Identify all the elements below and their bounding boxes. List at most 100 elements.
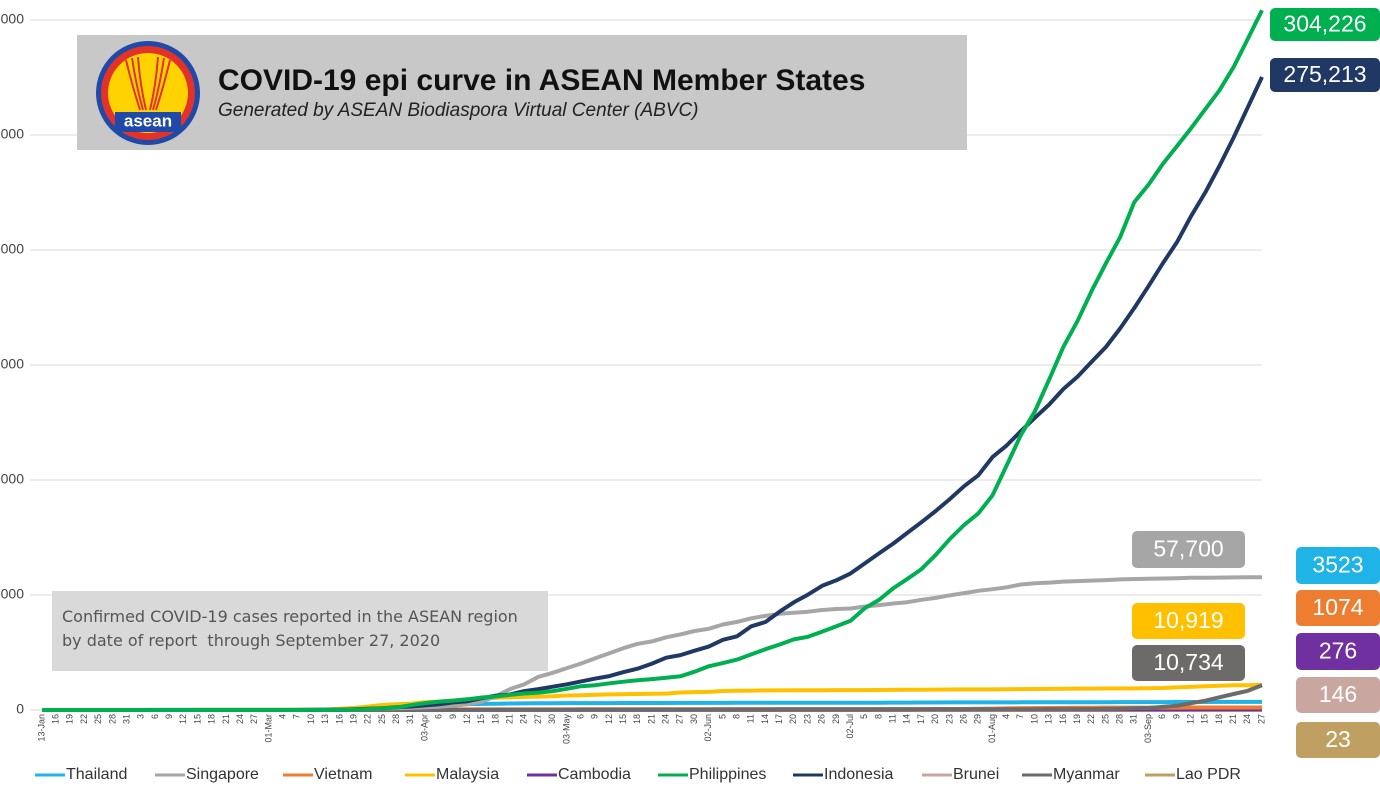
end-labels: 352357,700107410,919276304,226275,213146… [1132, 8, 1380, 758]
y-tick-label: 100000 [0, 471, 24, 487]
x-tick-label: 21 [505, 714, 515, 724]
series-line [42, 9, 1264, 712]
x-tick-label: 25 [1100, 714, 1110, 724]
x-tick-label: 17 [916, 714, 926, 724]
x-tick-label: 6 [1157, 714, 1167, 719]
x-tick-label: 21 [646, 714, 656, 724]
x-tick-label: 11 [888, 714, 898, 723]
title-box [77, 35, 967, 150]
x-tick-label: 03-May [561, 714, 571, 745]
end-label: 10,919 [1153, 607, 1223, 633]
end-label-box [1296, 633, 1380, 670]
y-tick-label: 50000 [0, 586, 24, 602]
x-tick-label: 31 [405, 714, 415, 724]
x-tick-label: 01-Aug [987, 714, 997, 743]
x-tick-label: 27 [249, 714, 259, 724]
annotation-box [52, 591, 548, 671]
x-tick-label: 27 [675, 714, 685, 724]
x-tick-label: 02-Jul [845, 714, 855, 739]
x-tick-label: 25 [93, 714, 103, 724]
x-tick-label: 15 [192, 714, 202, 724]
x-tick-label: 18 [490, 714, 500, 724]
end-label: 304,226 [1283, 11, 1366, 37]
x-tick-label: 18 [1214, 714, 1224, 724]
end-label: 275,213 [1283, 61, 1366, 87]
end-label: 146 [1319, 681, 1357, 707]
x-tick-label: 7 [1015, 714, 1025, 719]
end-label-box [1132, 603, 1245, 639]
chart-title: COVID-19 epi curve in ASEAN Member State… [218, 64, 865, 97]
x-tick-label: 02-Jun [703, 714, 713, 742]
x-tick-label: 26 [958, 714, 968, 724]
annotation-wrap: Confirmed COVID-19 cases reported in the… [62, 607, 523, 650]
end-label: 10,734 [1153, 649, 1224, 675]
end-label: 3523 [1312, 552, 1363, 578]
x-tick-label: 24 [1242, 714, 1252, 724]
legend-label: Vietnam [314, 766, 372, 783]
logo-text: asean [124, 111, 172, 130]
x-tick-label: 15 [476, 714, 486, 724]
asean-logo: asean [96, 41, 200, 145]
end-label-box [1270, 8, 1380, 41]
x-tick-label: 4 [278, 714, 288, 719]
legend-label: Lao PDR [1176, 766, 1241, 783]
x-tick-label: 29 [831, 714, 841, 724]
end-label-box [1296, 722, 1380, 758]
chart-subtitle: Generated by ASEAN Biodiaspora Virtual C… [218, 100, 699, 121]
x-tick-label: 13 [320, 714, 330, 724]
x-tick-label: 17 [774, 714, 784, 724]
x-tick-label: 24 [235, 714, 245, 724]
x-tick-label: 12 [604, 714, 614, 724]
lines [42, 9, 1264, 712]
legend-label: Indonesia [824, 766, 893, 783]
legend-label: Philippines [689, 766, 766, 783]
x-tick-label: 31 [121, 714, 131, 724]
legend-label: Cambodia [558, 766, 631, 783]
x-tick-label: 16 [1058, 714, 1068, 724]
x-tick-label: 30 [547, 714, 557, 724]
x-tick-label: 18 [632, 714, 642, 724]
end-label: 57,700 [1153, 536, 1223, 562]
x-tick-label: 12 [462, 714, 472, 724]
legend-label: Malaysia [436, 766, 499, 783]
y-tick-label: 200000 [0, 241, 24, 257]
legend: Thailand Singapore Vietnam Malaysia Cambodia… [35, 766, 1241, 783]
end-label: 23 [1325, 726, 1351, 752]
x-tick-label: 13 [1044, 714, 1054, 724]
x-tick-label: 22 [79, 714, 89, 724]
x-tick-label: 01-Mar [263, 714, 273, 743]
x-tick-label: 12 [178, 714, 188, 724]
x-tick-label: 28 [107, 714, 117, 724]
x-tick-label: 21 [221, 714, 231, 724]
y-tick-label: 250000 [0, 126, 24, 142]
x-tick-label: 21 [1228, 714, 1238, 724]
x-tick-label: 5 [717, 714, 727, 719]
x-tick-label: 6 [150, 714, 160, 719]
x-tick-label: 16 [51, 714, 61, 724]
annotation: Confirmed COVID-19 cases reported in the… [62, 607, 523, 650]
x-tick-label: 4 [1001, 714, 1011, 719]
x-tick-label: 12 [1185, 714, 1195, 724]
x-tick-label: 9 [1171, 714, 1181, 719]
x-tick-label: 8 [731, 714, 741, 719]
y-tick-label: 300000 [0, 11, 24, 27]
x-tick-label: 15 [618, 714, 628, 724]
x-tick-label: 3 [136, 714, 146, 719]
end-label-box [1296, 547, 1380, 584]
x-tick-label: 23 [802, 714, 812, 724]
x-tick-label: 9 [590, 714, 600, 719]
end-label: 1074 [1312, 594, 1363, 620]
x-tick-label: 29 [973, 714, 983, 724]
end-label-box [1270, 58, 1380, 92]
end-label-box [1132, 531, 1245, 568]
x-tick-label: 22 [1086, 714, 1096, 724]
x-tick-label: 23 [944, 714, 954, 724]
x-tick-label: 31 [1129, 714, 1139, 724]
legend-label: Thailand [66, 766, 127, 783]
end-label-box [1132, 645, 1245, 681]
x-tick-label: 19 [1072, 714, 1082, 724]
x-tick-label: 10 [306, 714, 316, 724]
x-tick-label: 6 [575, 714, 585, 719]
end-label-box [1296, 677, 1380, 713]
